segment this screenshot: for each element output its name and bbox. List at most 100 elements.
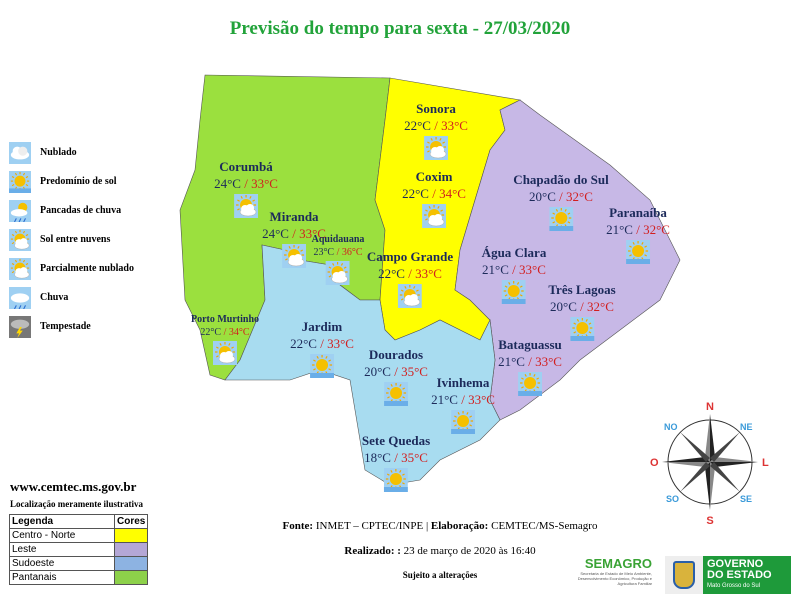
legend-header: Legenda [9, 514, 115, 529]
separator: / [390, 450, 402, 465]
sunny-icon [518, 372, 542, 396]
region-color-swatch [113, 528, 149, 543]
city-forecast: Dourados 20°C / 35°C [364, 346, 428, 406]
min-temp: 21°C [482, 262, 509, 277]
sun-between-clouds-icon [9, 229, 31, 251]
max-temp: 35°C [401, 364, 428, 379]
region-legend-row: Leste [9, 542, 149, 557]
svg-text:SO: SO [666, 494, 679, 504]
city-forecast: Três Lagoas 20°C / 32°C [548, 281, 616, 341]
weather-legend-item: Parcialmente nublado [8, 256, 134, 280]
min-temp: 18°C [364, 450, 391, 465]
weather-legend-item: Nublado [8, 140, 77, 164]
semagro-logo: SEMAGRO Secretaria de Estado de Meio Amb… [577, 556, 652, 586]
sun-between-clouds-icon [424, 136, 448, 160]
min-temp: 22°C [378, 266, 405, 281]
region-label: Centro - Norte [9, 528, 115, 543]
max-temp: 33°C [535, 354, 562, 369]
cloudy-icon [9, 142, 31, 164]
city-name: Corumbá [219, 159, 273, 174]
separator: / [428, 186, 440, 201]
weather-legend-label: Nublado [40, 146, 77, 158]
city-name: Aquidauana [311, 234, 365, 245]
svg-text:L: L [762, 457, 769, 469]
city-name: Bataguassu [498, 337, 562, 352]
website: www.cemtec.ms.gov.br [10, 479, 137, 494]
weather-legend-item: Tempestade [8, 314, 91, 338]
city-forecast: Ivinhema 21°C / 33°C [431, 374, 495, 434]
separator: / [316, 336, 328, 351]
weather-legend-item: Chuva [8, 285, 68, 309]
city-name: Coxim [415, 169, 453, 184]
separator: / [576, 299, 588, 314]
weather-legend-item: Predomínio de sol [8, 169, 116, 193]
city-forecast: Miranda 24°C / 33°C [262, 208, 326, 268]
max-temp: 32°C [587, 299, 614, 314]
weather-legend-item: Sol entre nuvens [8, 227, 110, 251]
separator: / [524, 354, 536, 369]
max-temp: 33°C [519, 262, 546, 277]
weather-legend-label: Chuva [40, 291, 69, 303]
min-temp: 22°C [402, 186, 429, 201]
sunny-icon [451, 410, 475, 434]
region-label: Pantanais [9, 570, 115, 585]
sun-between-clouds-icon [282, 244, 306, 268]
source-line: Fonte: INMET – CPTEC/INPE | Elaboração: … [282, 520, 598, 532]
max-temp: 33°C [251, 176, 278, 191]
max-temp: 32°C [566, 189, 593, 204]
min-temp: 23°C [313, 247, 335, 258]
max-temp: 33°C [468, 392, 495, 407]
region-legend-row: Centro - Norte [9, 528, 149, 543]
sun-between-clouds-icon [422, 204, 446, 228]
region-label: Leste [9, 542, 115, 557]
min-temp: 22°C [404, 118, 431, 133]
city-forecast: Chapadão do Sul 20°C / 32°C [513, 171, 609, 231]
max-temp: 32°C [643, 222, 670, 237]
separator: / [334, 247, 342, 258]
rain-icon [9, 287, 31, 309]
max-temp: 34°C [439, 186, 466, 201]
min-temp: 20°C [364, 364, 391, 379]
state-coat-of-arms-icon [673, 561, 695, 589]
min-temp: 22°C [290, 336, 317, 351]
city-forecast: Paranaíba 21°C / 32°C [606, 204, 670, 264]
svg-text:N: N [706, 401, 714, 413]
sun-between-clouds-icon [234, 194, 258, 218]
city-forecast: Água Clara 21°C / 33°C [481, 244, 547, 304]
sunny-icon [384, 468, 408, 492]
svg-text:O: O [650, 457, 659, 469]
separator: / [632, 222, 644, 237]
separator: / [457, 392, 469, 407]
sunny-icon [9, 171, 31, 193]
city-name: Água Clara [481, 245, 547, 260]
region-color-swatch [113, 570, 149, 585]
separator: / [221, 327, 229, 338]
max-temp: 36°C [341, 247, 363, 258]
separator: / [390, 364, 402, 379]
region-legend-row: Pantanais [9, 570, 149, 585]
svg-text:NO: NO [664, 422, 678, 432]
sunny-icon [310, 354, 334, 378]
showers-icon [9, 200, 31, 222]
city-name: Sete Quedas [361, 433, 431, 448]
government-logo: GOVERNO DO ESTADO Mato Grosso do Sul [665, 556, 791, 594]
region-legend-row: Sudoeste [9, 556, 149, 571]
made-line: Realizado: : 23 de março de 2020 às 16:4… [344, 545, 536, 557]
sunny-icon [548, 207, 573, 231]
sunny-icon [384, 382, 408, 406]
min-temp: 24°C [262, 226, 289, 241]
city-forecast: Campo Grande 22°C / 33°C [367, 248, 453, 308]
weather-legend-label: Tempestade [40, 320, 91, 332]
storm-icon [9, 316, 31, 338]
city-name: Campo Grande [366, 249, 454, 264]
max-temp: 35°C [401, 450, 428, 465]
compass-rose: N S L O NE NO SE SO [650, 401, 769, 527]
colors-header: Cores [113, 514, 149, 529]
city-forecast: Sonora 22°C / 33°C [404, 100, 468, 160]
sun-between-clouds-icon [326, 261, 350, 285]
weather-legend-label: Sol entre nuvens [40, 233, 111, 245]
min-temp: 21°C [498, 354, 525, 369]
sunny-icon [569, 317, 594, 341]
city-name: Miranda [269, 209, 319, 224]
